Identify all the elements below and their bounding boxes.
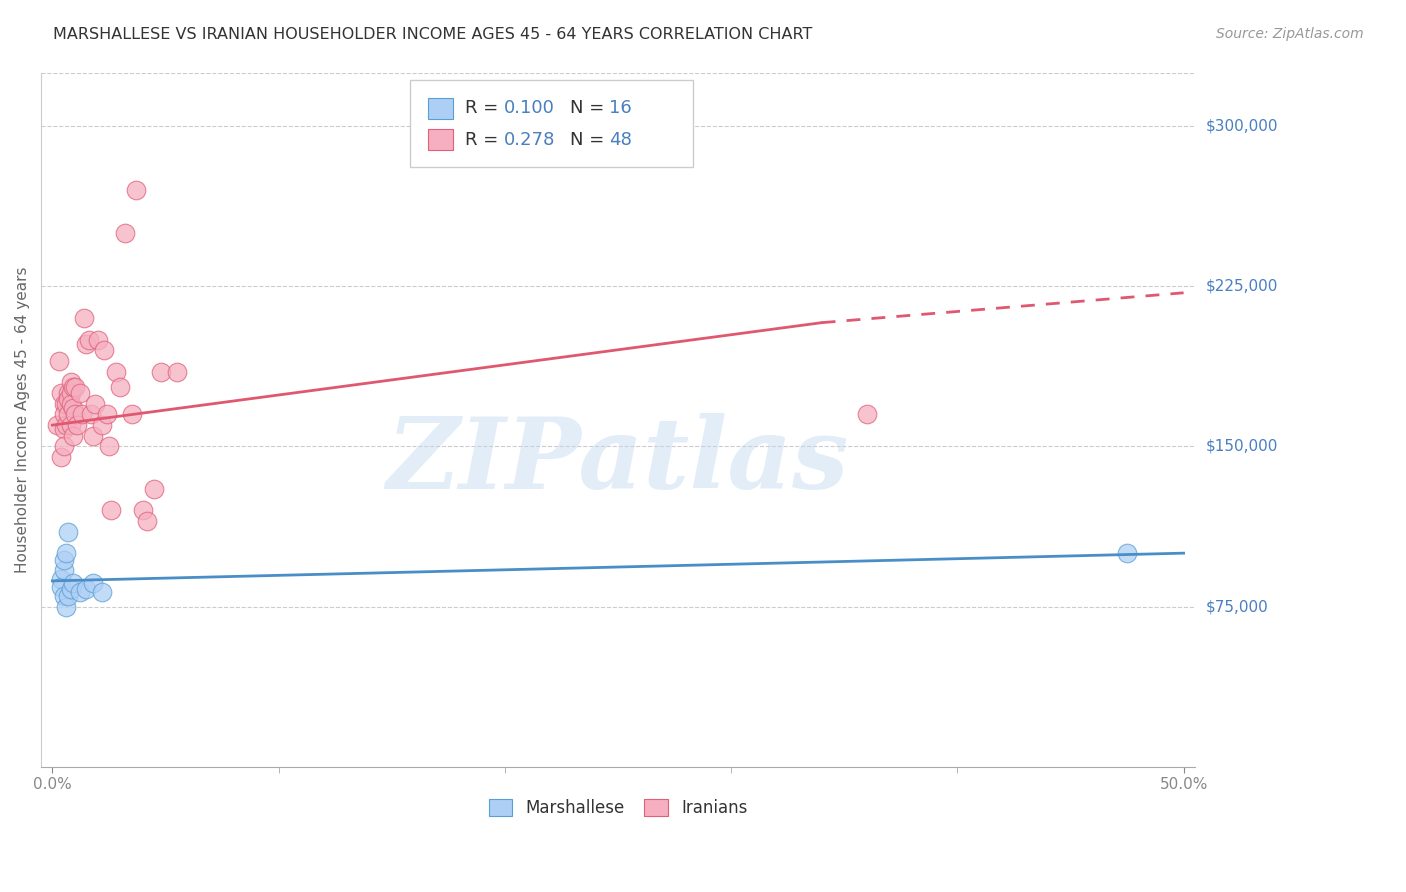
Point <box>55 546 77 560</box>
FancyBboxPatch shape <box>427 129 453 150</box>
Point <box>856 408 879 422</box>
Point <box>70 408 93 422</box>
Point <box>69 584 91 599</box>
Point <box>51 580 73 594</box>
Text: R =: R = <box>464 130 503 149</box>
Point <box>93 343 115 358</box>
Point <box>66 418 89 433</box>
Point <box>114 226 136 240</box>
Point <box>69 386 91 401</box>
FancyBboxPatch shape <box>427 98 453 119</box>
Point <box>82 429 104 443</box>
Point <box>58 392 80 407</box>
Point <box>125 183 148 197</box>
Point <box>52 589 75 603</box>
Point <box>75 582 97 597</box>
Point <box>51 386 73 401</box>
Text: N =: N = <box>569 99 610 118</box>
Point <box>104 365 127 379</box>
Point <box>86 333 108 347</box>
Text: ZIPatlas: ZIPatlas <box>387 413 849 509</box>
Point <box>63 408 86 422</box>
Point <box>110 380 132 394</box>
Y-axis label: Householder Income Ages 45 - 64 years: Householder Income Ages 45 - 64 years <box>15 267 30 573</box>
Point <box>55 397 77 411</box>
Point <box>98 440 121 454</box>
Point <box>1116 546 1139 560</box>
Text: 0.100: 0.100 <box>503 99 554 118</box>
Point <box>59 397 82 411</box>
Point <box>166 365 188 379</box>
Text: $75,000: $75,000 <box>1206 599 1268 614</box>
Point <box>62 429 84 443</box>
Point <box>136 514 159 528</box>
Point <box>46 418 69 433</box>
Point <box>52 397 75 411</box>
Point <box>59 582 82 597</box>
Point <box>52 408 75 422</box>
Point <box>96 408 118 422</box>
Point <box>80 408 103 422</box>
Text: N =: N = <box>569 130 610 149</box>
Point <box>143 482 166 496</box>
Point <box>52 422 75 436</box>
Point <box>51 572 73 586</box>
Point <box>52 552 75 566</box>
Legend: Marshallese, Iranians: Marshallese, Iranians <box>482 793 754 824</box>
Text: R =: R = <box>464 99 503 118</box>
Point <box>59 386 82 401</box>
Point <box>52 563 75 577</box>
Point <box>59 376 82 390</box>
Point <box>48 354 70 368</box>
Text: $300,000: $300,000 <box>1206 119 1278 134</box>
Text: 48: 48 <box>609 130 631 149</box>
Point <box>51 450 73 464</box>
Text: 16: 16 <box>609 99 631 118</box>
Point <box>59 418 82 433</box>
Point <box>121 408 143 422</box>
Point <box>58 408 80 422</box>
Text: MARSHALLESE VS IRANIAN HOUSEHOLDER INCOME AGES 45 - 64 YEARS CORRELATION CHART: MARSHALLESE VS IRANIAN HOUSEHOLDER INCOM… <box>53 27 813 42</box>
Point <box>62 576 84 591</box>
Point <box>58 589 80 603</box>
Point <box>55 599 77 614</box>
Point <box>73 311 96 326</box>
Point <box>58 524 80 539</box>
Point <box>82 576 104 591</box>
Point <box>58 386 80 401</box>
Point <box>91 584 114 599</box>
Text: $225,000: $225,000 <box>1206 279 1278 293</box>
Text: $150,000: $150,000 <box>1206 439 1278 454</box>
Point <box>63 380 86 394</box>
Point <box>84 397 107 411</box>
Text: 0.278: 0.278 <box>503 130 555 149</box>
Point <box>150 365 173 379</box>
Point <box>77 333 100 347</box>
Point <box>75 337 97 351</box>
Text: Source: ZipAtlas.com: Source: ZipAtlas.com <box>1216 27 1364 41</box>
Point <box>55 418 77 433</box>
Point <box>52 440 75 454</box>
Point <box>100 503 122 517</box>
Point <box>62 380 84 394</box>
Point <box>132 503 155 517</box>
Point <box>91 418 114 433</box>
FancyBboxPatch shape <box>411 80 693 167</box>
Point <box>62 401 84 415</box>
